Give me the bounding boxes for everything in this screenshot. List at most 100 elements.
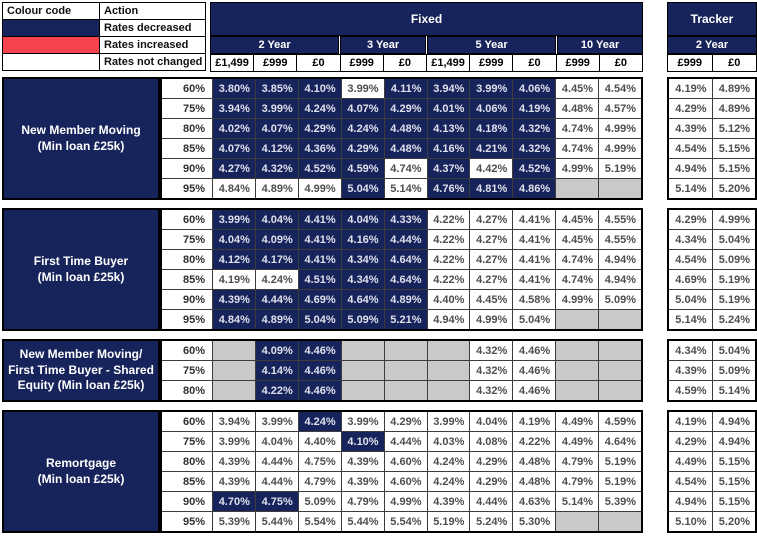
rate-cell: 4.54% [669, 472, 712, 491]
ltv-cell: 75% [162, 99, 212, 118]
rate-cell: 4.09% [256, 230, 298, 249]
ltv-cell: 95% [162, 512, 212, 531]
mortgage-rates-sheet: Colour code Action Rates decreased Rates… [0, 0, 757, 541]
empty-cell [599, 381, 641, 400]
rate-cell: 4.48% [513, 452, 555, 471]
empty-cell [556, 381, 598, 400]
term-header: 10 Year [557, 36, 643, 54]
rate-cell: 4.45% [556, 230, 598, 249]
rate-cell: 4.49% [556, 412, 598, 431]
empty-cell [599, 361, 641, 380]
ltv-cell: 60% [162, 341, 212, 360]
rate-cell: 5.14% [669, 179, 712, 198]
rate-cell: 4.21% [470, 139, 512, 158]
rate-cell: 4.58% [513, 290, 555, 309]
rate-cell: 4.59% [342, 159, 384, 178]
rate-cell: 5.14% [556, 492, 598, 511]
empty-cell [599, 512, 641, 531]
rate-cell: 4.46% [513, 361, 555, 380]
fixed-section-title: Fixed [210, 2, 643, 36]
rate-cell: 4.99% [599, 139, 641, 158]
ltv-cell: 80% [162, 250, 212, 269]
rate-cell: 5.04% [299, 310, 341, 329]
ltv-cell: 75% [162, 432, 212, 451]
rate-cell: 4.59% [669, 381, 712, 400]
rate-cell: 4.40% [428, 290, 470, 309]
rate-cell: 4.94% [669, 159, 712, 178]
rate-cell: 4.45% [556, 79, 598, 98]
rate-cell: 4.60% [385, 452, 427, 471]
term-header: 3 Year [340, 36, 426, 54]
ltv-cell: 80% [162, 381, 212, 400]
rate-cell: 4.57% [599, 99, 641, 118]
rate-cell: 4.46% [299, 341, 341, 360]
rate-cell: 4.44% [385, 432, 427, 451]
rate-cell: 4.52% [513, 159, 555, 178]
rate-cell: 4.79% [556, 472, 598, 491]
group-rate-grid: 60%3.94%3.99%4.24%3.99%4.29%3.99%4.04%4.… [160, 410, 643, 533]
rate-cell: 5.20% [713, 179, 756, 198]
fee-header: £0 [513, 55, 555, 71]
ltv-cell: 95% [162, 179, 212, 198]
rate-cell: 4.64% [342, 290, 384, 309]
decreased-swatch [3, 20, 99, 36]
empty-cell [213, 361, 255, 380]
group-rate-grid: 60%3.99%4.04%4.41%4.04%4.33%4.22%4.27%4.… [160, 208, 643, 331]
rate-cell: 4.46% [513, 381, 555, 400]
group-tracker-grid: 4.29%4.99%4.34%5.04%4.54%5.09%4.69%5.19%… [667, 208, 757, 331]
rate-cell: 4.14% [256, 361, 298, 380]
ltv-cell: 75% [162, 361, 212, 380]
ltv-cell: 80% [162, 119, 212, 138]
rate-cell: 4.06% [470, 99, 512, 118]
rate-cell: 4.34% [342, 250, 384, 269]
rate-cell: 4.24% [428, 452, 470, 471]
rate-cell: 4.94% [599, 270, 641, 289]
group-label: New Member Moving(Min loan £25k) [2, 77, 160, 200]
group-label: Remortgage(Min loan £25k) [2, 410, 160, 533]
rate-cell: 4.89% [256, 179, 298, 198]
rate-cell: 5.39% [599, 492, 641, 511]
ltv-cell: 85% [162, 270, 212, 289]
rate-cell: 4.79% [299, 472, 341, 491]
rate-cell: 4.74% [556, 119, 598, 138]
empty-cell [556, 179, 598, 198]
rate-cell: 4.94% [713, 412, 756, 431]
ltv-cell: 60% [162, 210, 212, 229]
rate-cell: 4.74% [556, 270, 598, 289]
rate-cell: 5.19% [713, 290, 756, 309]
rate-cell: 4.37% [428, 159, 470, 178]
ltv-cell: 60% [162, 79, 212, 98]
rate-cell: 4.24% [299, 99, 341, 118]
rate-cell: 5.20% [713, 512, 756, 531]
empty-cell [556, 341, 598, 360]
rate-cell: 4.51% [299, 270, 341, 289]
rate-cell: 4.27% [470, 250, 512, 269]
rate-cell: 4.41% [299, 230, 341, 249]
rate-cell: 4.99% [385, 492, 427, 511]
rate-cell: 4.24% [428, 472, 470, 491]
fee-header: £999 [254, 55, 296, 71]
rate-cell: 5.15% [713, 159, 756, 178]
rate-cell: 4.81% [470, 179, 512, 198]
tracker-fee-row: £999£0 [667, 54, 757, 72]
rate-cell: 3.94% [213, 412, 255, 431]
rate-cell: 4.01% [428, 99, 470, 118]
rate-cell: 4.70% [213, 492, 255, 511]
rate-cell: 4.59% [599, 412, 641, 431]
rate-cell: 4.27% [470, 230, 512, 249]
rate-cell: 4.16% [342, 230, 384, 249]
rate-cell: 4.09% [256, 341, 298, 360]
rate-cell: 4.19% [213, 270, 255, 289]
empty-cell [385, 381, 427, 400]
group-label-line: First Time Buyer [34, 254, 128, 270]
rate-cell: 4.40% [299, 432, 341, 451]
rate-cell: 4.19% [669, 412, 712, 431]
rate-cell: 4.44% [385, 230, 427, 249]
rate-cell: 4.99% [556, 290, 598, 309]
rate-cell: 4.07% [256, 119, 298, 138]
rate-cell: 3.94% [213, 99, 255, 118]
group-label-line: First Time Buyer - Shared [8, 363, 154, 379]
rate-cell: 4.44% [256, 290, 298, 309]
rate-cell: 4.64% [599, 432, 641, 451]
fee-header: £1,499 [427, 55, 469, 71]
